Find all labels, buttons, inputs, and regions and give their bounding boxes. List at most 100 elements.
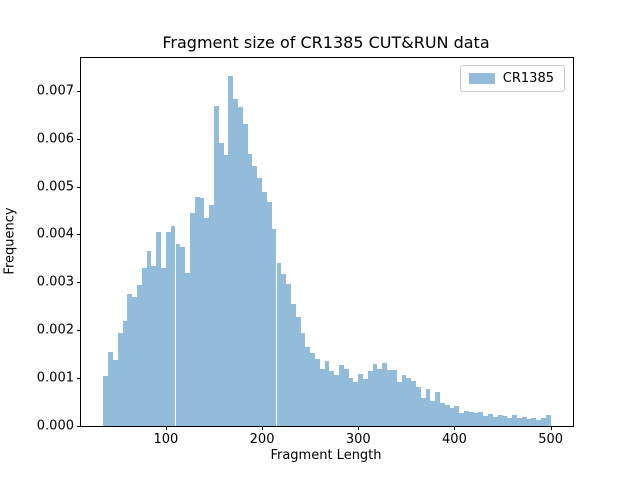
histogram-bar [406,377,412,426]
y-tick-mark [77,234,81,236]
y-axis-label: Frequency [2,207,18,275]
histogram-bar [132,296,138,426]
x-tick-label: 200 [249,432,275,447]
histogram-bar [194,196,200,426]
y-tick-label: 0.007 [36,83,74,99]
histogram-bar [209,205,214,426]
histogram-bar [391,370,397,426]
histogram-bar [415,387,421,426]
histogram-bar [449,407,455,426]
histogram-bar [516,418,522,426]
legend-label-cr1385: CR1385 [502,71,554,86]
histogram-bar [372,364,378,426]
histogram-bar [228,75,234,426]
histogram-bar [358,373,364,426]
histogram-bar [122,320,128,426]
histogram-bar [382,363,388,426]
histogram-bar [185,272,190,426]
x-tick-mark [454,426,456,430]
histogram-bar [137,284,142,426]
histogram-bar [343,368,349,426]
histogram-bar [233,98,238,426]
histogram-bar [213,106,219,426]
y-tick-label: 0.000 [36,418,74,434]
y-tick-mark [77,426,81,427]
x-tick-label: 100 [153,432,179,447]
histogram-bar [545,415,551,426]
histogram-bar [156,232,162,426]
histogram-bar [257,177,263,426]
y-tick-label: 0.001 [36,370,74,386]
histogram-bar [396,382,402,426]
histogram-bar [531,417,537,426]
histogram-bar [329,371,335,426]
histogram-bar [353,382,359,426]
histogram-bar [112,359,118,426]
histogram-bar [440,402,445,426]
histogram-bar [339,365,344,426]
histogram-bar [281,274,287,426]
histogram-bar [483,415,489,426]
histogram-bar [218,142,224,426]
histogram-bar [454,405,460,426]
histogram-bar [286,283,291,426]
histogram-bar [492,416,498,426]
histogram-bar [502,415,508,426]
histogram-bar [223,155,229,426]
histogram-bar [488,413,493,426]
histogram-bar [377,368,383,426]
x-tick-label: 500 [538,432,564,447]
histogram-bar [238,106,243,426]
histogram-bar [536,419,541,426]
y-tick-mark [77,186,81,188]
y-tick-label: 0.005 [36,179,74,195]
histogram-bar [526,419,532,426]
histogram-bar [141,268,147,426]
histogram-bar [271,229,277,426]
histogram-bar [425,389,431,426]
histogram-bar [459,412,465,426]
histogram-bar [319,368,325,426]
histogram-bar [401,375,407,426]
y-tick-label: 0.003 [36,274,74,290]
histogram-bar [420,397,426,426]
histogram-bar [276,262,282,426]
histogram-bar [151,265,157,426]
histogram-bar [387,370,392,426]
histogram-bar [411,381,416,426]
chart-title: Fragment size of CR1385 CUT&RUN data [162,33,490,52]
y-tick-mark [77,378,81,380]
histogram-bar [464,411,469,426]
histogram-bar [348,377,354,426]
histogram-bar [170,225,176,426]
histogram-bar [189,212,195,426]
histogram-bar [367,370,373,426]
histogram-bar [363,379,368,426]
histogram-bar [314,359,320,426]
histogram-bar [541,418,546,426]
histogram-bar [204,217,210,426]
histogram-bar [165,232,171,426]
y-tick-label: 0.004 [36,226,74,242]
histogram-bar [117,332,123,426]
histogram-bar [521,416,527,426]
legend-swatch-cr1385 [468,73,495,84]
histogram-bar [242,124,248,426]
histogram-bar [180,247,186,426]
histogram-bar [199,197,205,426]
histogram-bar [473,413,479,426]
y-tick-mark [77,282,81,284]
y-tick-mark [77,330,81,332]
histogram-bar [468,411,474,426]
x-tick-mark [262,426,264,430]
histogram-bar [507,418,513,426]
histogram-bar [478,412,484,426]
histogram-bar [334,375,339,426]
histogram-bar [300,332,306,426]
y-tick-mark [77,138,81,140]
histogram-bar [266,202,272,426]
y-tick-mark [77,90,81,92]
x-tick-mark [550,426,552,430]
histogram-bar [430,401,436,426]
